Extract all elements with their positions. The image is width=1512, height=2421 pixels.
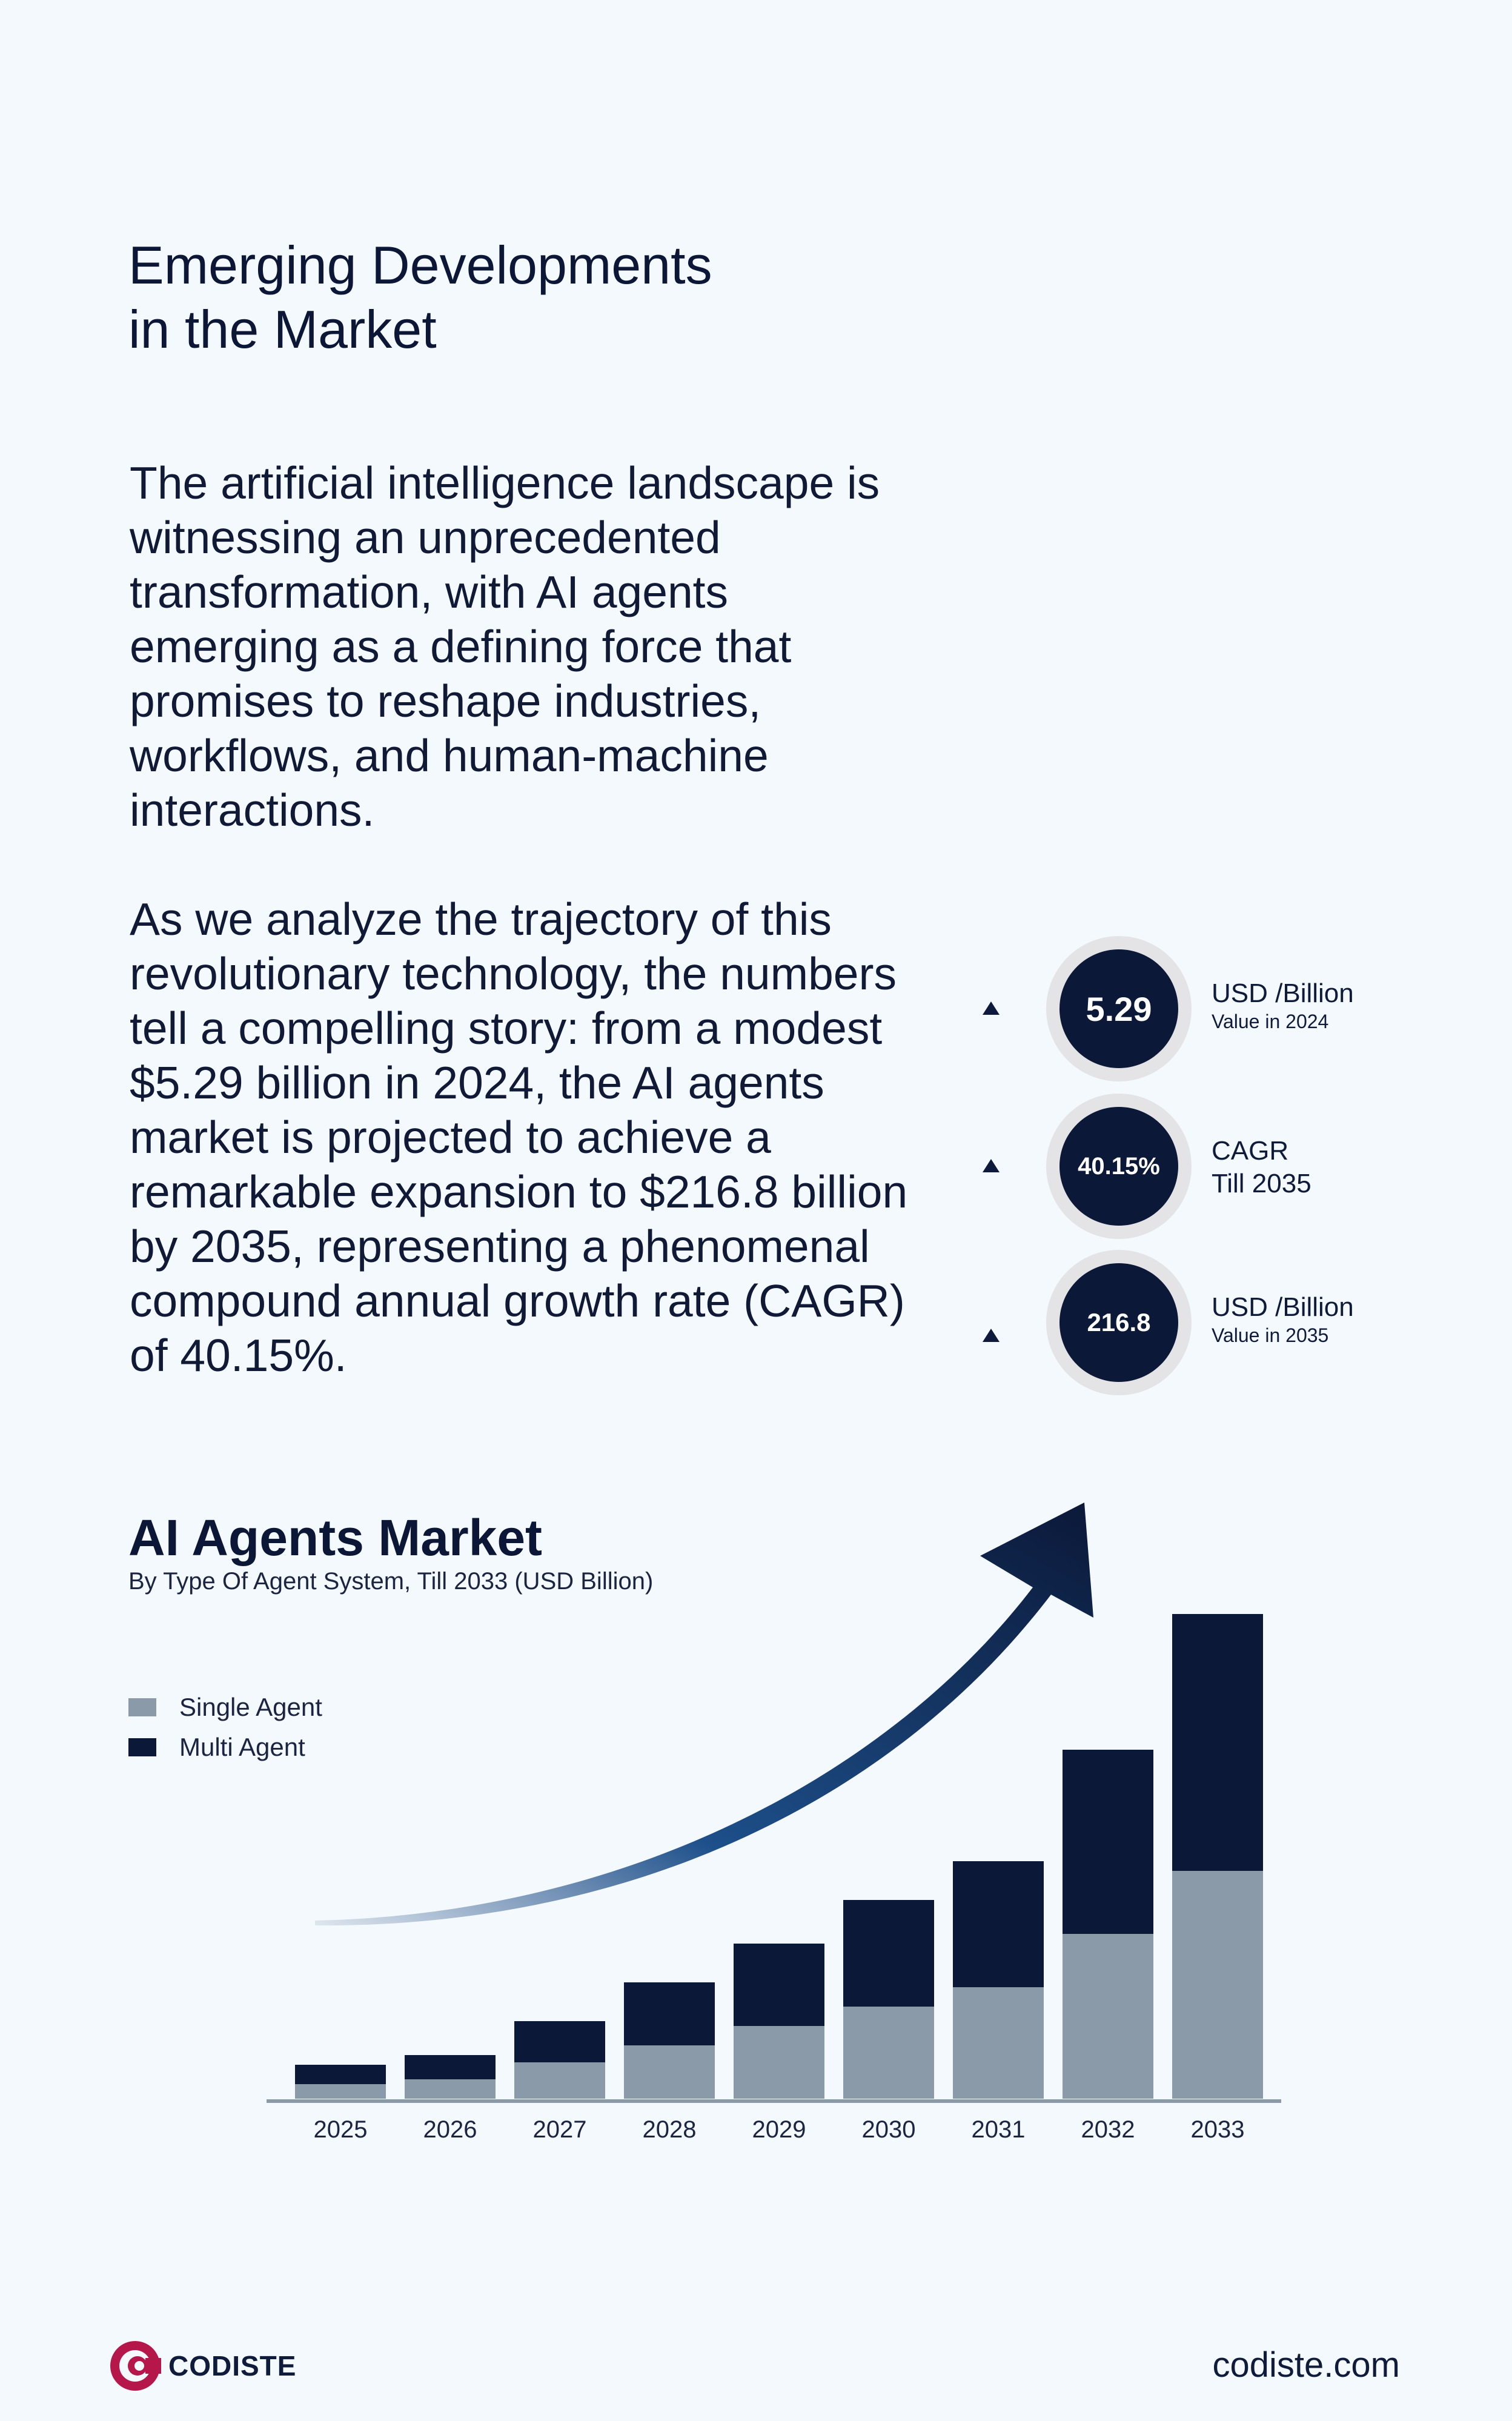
x-tick-label: 2027 <box>533 2116 587 2143</box>
brand-name: CODISTE <box>168 2350 297 2382</box>
stat-label-caption: Value in 2035 <box>1212 1324 1329 1346</box>
stat-circle-value: 5.29 <box>1059 949 1178 1068</box>
bar-single-agent-2031 <box>953 1987 1044 2099</box>
bar-single-agent-2033 <box>1172 1871 1263 2099</box>
chart-subtitle: By Type Of Agent System, Till 2033 (USD … <box>128 1568 654 1595</box>
stat-label-unit: USD /Billion <box>1212 978 1354 1008</box>
x-tick-label: 2033 <box>1191 2116 1245 2143</box>
growth-arrow-icon <box>315 1503 1093 1926</box>
up-triangle-icon <box>983 1329 1000 1342</box>
stat-value-2024: 5.29 USD /Billion Value in 2024 <box>975 936 1460 1081</box>
x-tick-label: 2025 <box>314 2116 368 2143</box>
bar-multi-agent-2033 <box>1172 1614 1263 1871</box>
stat-value-2035: 216.8 USD /Billion Value in 2035 <box>975 1250 1460 1395</box>
brand-logo[interactable]: CODISTE <box>109 2340 296 2392</box>
analysis-paragraph: As we analyze the trajectory of this rev… <box>130 894 908 1381</box>
legend-item-multi-agent: Multi Agent <box>128 1727 322 1767</box>
intro-paragraph: The artificial intelligence landscape is… <box>130 457 880 835</box>
bar-single-agent-2030 <box>843 2007 934 2099</box>
bar-single-agent-2029 <box>734 2026 824 2099</box>
bar-chart: 2025 2026 2027 2028 2029 2030 2031 2032 2033 <box>267 1503 1281 2143</box>
legend-label: Multi Agent <box>179 1733 305 1761</box>
stat-ring: 216.8 <box>1046 1250 1192 1395</box>
stat-label-caption: Till 2035 <box>1212 1169 1311 1198</box>
bar-single-agent-2026 <box>405 2079 496 2099</box>
bar-single-agent-2025 <box>295 2084 386 2099</box>
bar-multi-agent-2032 <box>1063 1750 1153 1934</box>
stat-circle-value: 216.8 <box>1059 1263 1178 1382</box>
stat-label-unit: CAGR <box>1212 1136 1289 1166</box>
bar-single-agent-2028 <box>624 2045 715 2099</box>
stat-label-caption: Value in 2024 <box>1212 1011 1329 1032</box>
bars-group <box>295 1614 1263 2099</box>
x-tick-label: 2028 <box>643 2116 697 2143</box>
bar-multi-agent-2030 <box>843 1900 934 2007</box>
codiste-logo-icon <box>110 2341 161 2391</box>
stat-ring: 40.15% <box>1046 1094 1192 1239</box>
bar-multi-agent-2031 <box>953 1861 1044 1987</box>
legend-swatch-single <box>128 1698 156 1716</box>
heading-line-2: in the Market <box>128 299 437 359</box>
heading-line-1: Emerging Developments <box>128 235 712 295</box>
up-triangle-icon <box>983 1001 1000 1015</box>
x-tick-label: 2026 <box>423 2116 477 2143</box>
legend-item-single-agent: Single Agent <box>128 1687 322 1727</box>
bar-multi-agent-2027 <box>514 2021 605 2062</box>
stat-label-unit: USD /Billion <box>1212 1292 1354 1322</box>
legend-swatch-multi <box>128 1738 156 1756</box>
page-heading: Emerging Developments in the Market <box>128 233 712 362</box>
bar-multi-agent-2025 <box>295 2065 386 2084</box>
x-tick-labels: 2025 2026 2027 2028 2029 2030 2031 2032 2033 <box>314 2116 1245 2143</box>
stat-ring: 5.29 <box>1046 936 1192 1081</box>
x-tick-label: 2031 <box>972 2116 1026 2143</box>
x-tick-label: 2030 <box>862 2116 916 2143</box>
bar-single-agent-2032 <box>1063 1934 1153 2099</box>
x-tick-label: 2032 <box>1081 2116 1135 2143</box>
bar-multi-agent-2029 <box>734 1944 824 2026</box>
bar-multi-agent-2026 <box>405 2055 496 2079</box>
x-tick-label: 2029 <box>752 2116 806 2143</box>
stat-cagr: 40.15% CAGR Till 2035 <box>975 1094 1460 1239</box>
stat-circle-value: 40.15% <box>1059 1107 1178 1226</box>
website-link[interactable]: codiste.com <box>1212 2345 1400 2385</box>
legend-label: Single Agent <box>179 1693 322 1721</box>
chart-legend: Single Agent Multi Agent <box>128 1687 322 1767</box>
bar-single-agent-2027 <box>514 2062 605 2099</box>
chart-title: AI Agents Market <box>128 1509 543 1566</box>
bar-multi-agent-2028 <box>624 1982 715 2045</box>
up-triangle-icon <box>983 1159 1000 1172</box>
